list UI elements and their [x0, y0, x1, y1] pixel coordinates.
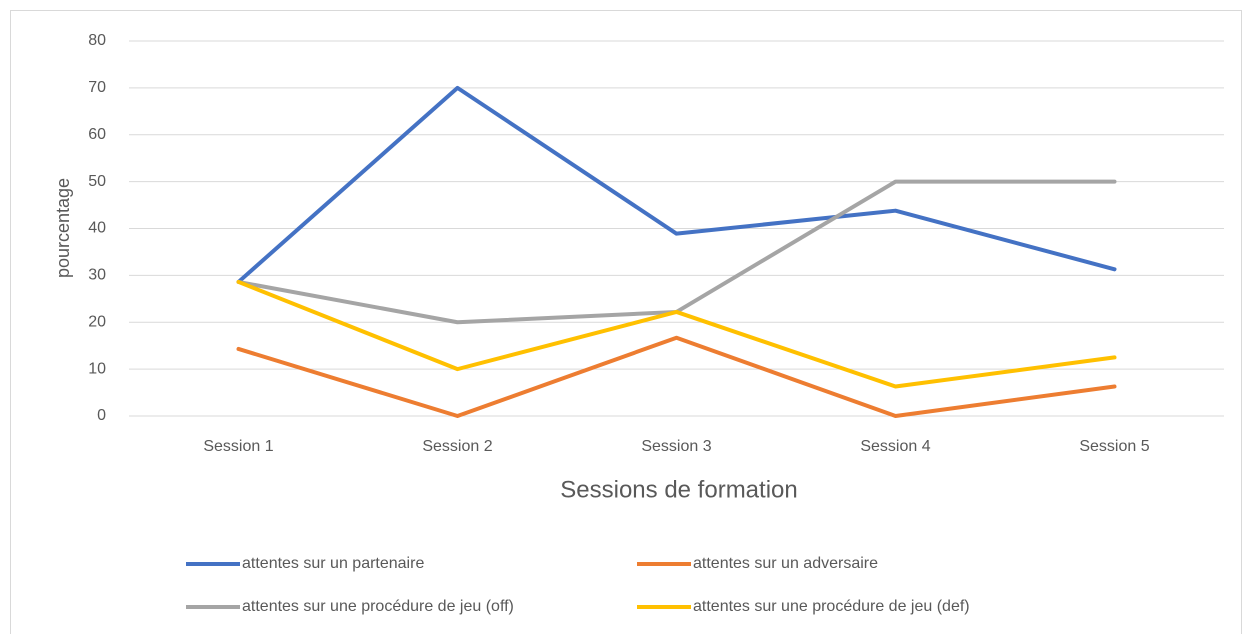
legend-label: attentes sur un adversaire: [693, 555, 878, 572]
y-tick-label: 30: [88, 267, 106, 284]
series-line: [236, 279, 1117, 389]
y-tick-label: 40: [88, 220, 106, 237]
x-tick-label: Session 2: [422, 438, 492, 455]
y-tick-label: 0: [97, 407, 106, 424]
x-tick-label: Session 3: [641, 438, 711, 455]
y-tick-label: 60: [88, 126, 106, 143]
x-tick-label: Session 4: [860, 438, 930, 455]
y-tick-label: 70: [88, 79, 106, 96]
series-line: [236, 335, 1117, 418]
y-tick-label: 50: [88, 173, 106, 190]
y-tick-label: 20: [88, 313, 106, 330]
y-axis-label: pourcentage: [53, 178, 73, 278]
x-tick-label: Session 1: [203, 438, 273, 455]
legend-label: attentes sur une procédure de jeu (def): [693, 598, 970, 615]
x-axis-label: Sessions de formation: [560, 476, 797, 503]
x-tick-label: Session 5: [1079, 438, 1149, 455]
y-tick-label: 80: [88, 32, 106, 49]
legend-label: attentes sur une procédure de jeu (off): [242, 598, 514, 615]
legend-label: attentes sur un partenaire: [242, 555, 424, 572]
series-line: [236, 85, 1117, 284]
y-tick-label: 10: [88, 360, 106, 377]
